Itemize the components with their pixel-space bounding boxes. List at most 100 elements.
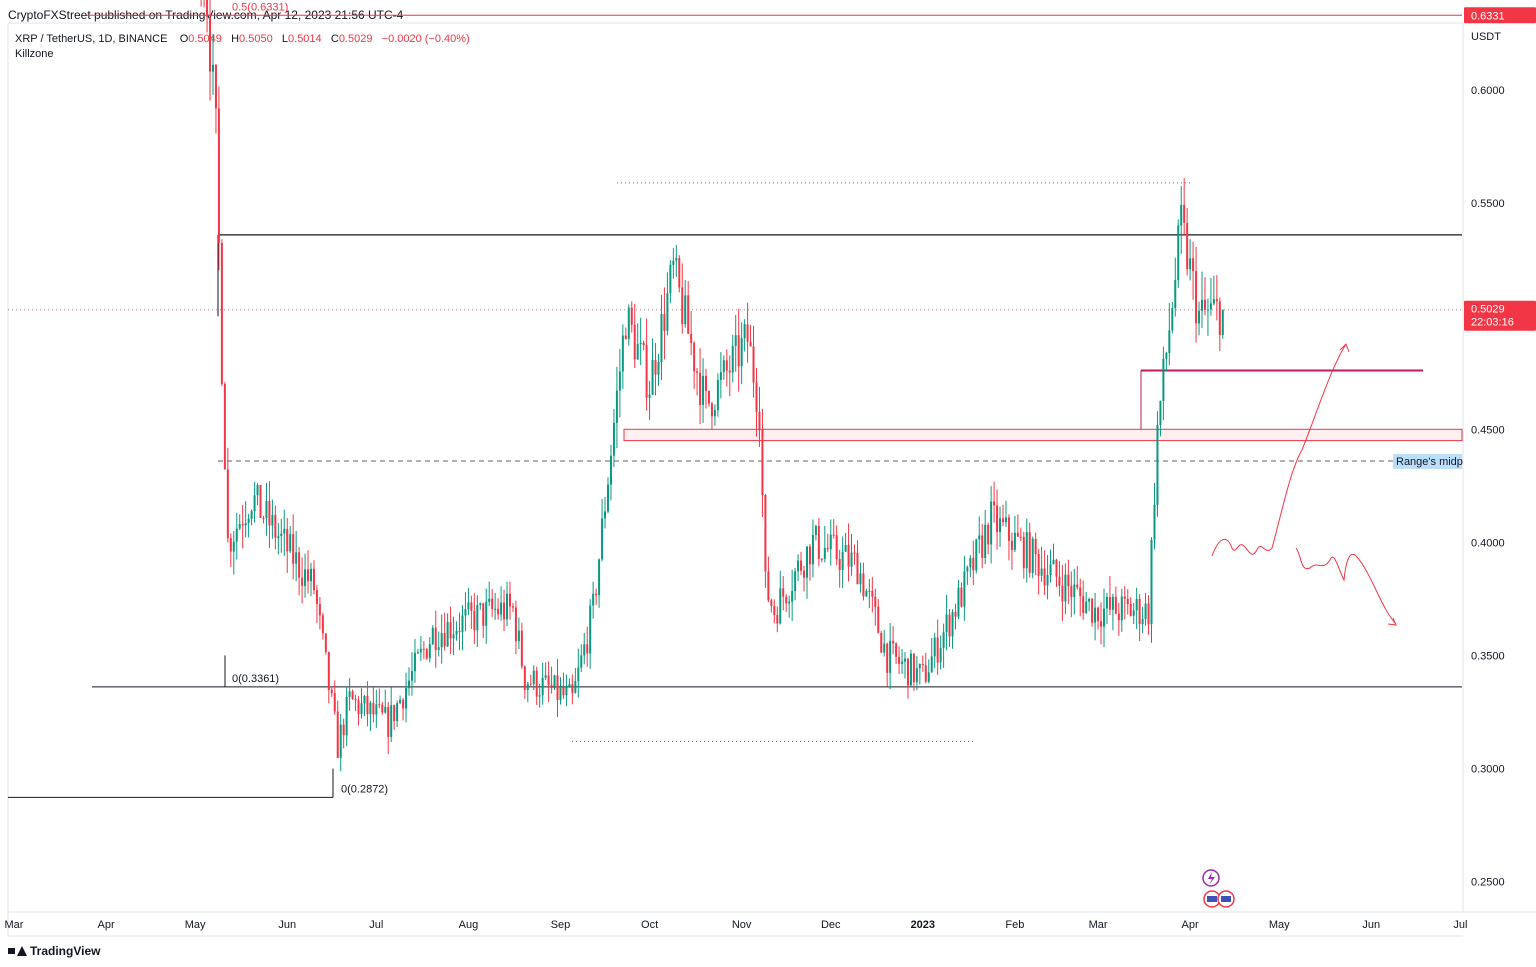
candle-body xyxy=(936,637,939,663)
candle-body xyxy=(544,675,547,678)
candle-body xyxy=(304,569,307,586)
candle-body xyxy=(731,345,734,373)
candle-body xyxy=(1049,564,1052,576)
candle-body xyxy=(702,375,705,405)
candle-body xyxy=(538,695,541,697)
candle-body xyxy=(327,651,330,690)
symbol-legend: XRP / TetherUS, 1D, BINANCE O0.5049 H0.5… xyxy=(15,33,470,45)
candle-body xyxy=(1153,504,1156,540)
candle-body xyxy=(615,390,618,423)
candle-body xyxy=(1067,574,1070,587)
candle-body xyxy=(669,264,672,294)
candle-body xyxy=(1162,358,1165,401)
candle-body xyxy=(693,342,696,372)
candle-body xyxy=(508,593,511,607)
candle-body xyxy=(737,335,740,367)
candle-body xyxy=(660,314,663,363)
candle-body xyxy=(898,656,901,664)
candle-body xyxy=(517,630,520,642)
candle-body xyxy=(1171,308,1174,331)
candle-body xyxy=(488,598,491,602)
candle-body xyxy=(592,593,595,606)
candle-body xyxy=(993,501,996,506)
candle-body xyxy=(1105,596,1108,609)
candle-body xyxy=(589,605,592,654)
candle-body xyxy=(1031,538,1034,573)
candle-body xyxy=(707,390,710,404)
candle-body xyxy=(865,590,868,597)
candle-body xyxy=(746,324,749,342)
candle-body xyxy=(1061,585,1064,602)
candle-body xyxy=(621,335,624,372)
candle-body xyxy=(1144,603,1147,619)
candle-body xyxy=(1117,613,1120,621)
candle-body xyxy=(1097,607,1100,622)
indicator-label: Killzone xyxy=(15,48,54,60)
candle-body xyxy=(520,630,523,667)
candle-body xyxy=(690,333,693,343)
candle-body xyxy=(713,410,716,417)
candle-body xyxy=(292,534,295,564)
candle-body xyxy=(892,640,895,644)
candle-body xyxy=(571,684,574,693)
bullish-projection xyxy=(1211,343,1347,557)
tradingview-logo: TradingView xyxy=(8,944,100,958)
candle-body xyxy=(547,675,550,686)
x-tick-label: Jun xyxy=(278,919,296,931)
candle-body xyxy=(1076,584,1079,588)
candle-body xyxy=(262,517,265,519)
candle-body xyxy=(405,688,408,709)
candle-body xyxy=(963,571,966,607)
candle-body xyxy=(877,606,880,633)
candle-body xyxy=(987,524,990,545)
candle-body xyxy=(895,643,898,657)
candle-body xyxy=(835,535,838,559)
ohlc-close-key: C xyxy=(330,33,339,45)
candle-body xyxy=(1215,299,1218,302)
candle-body xyxy=(458,630,461,633)
candle-body xyxy=(972,557,975,571)
candle-body xyxy=(1177,225,1180,281)
candle-body xyxy=(850,552,853,567)
candle-body xyxy=(1082,596,1085,614)
candle-body xyxy=(470,602,473,611)
candle-body xyxy=(1007,517,1010,541)
candle-body xyxy=(1168,330,1171,354)
candle-body xyxy=(981,535,984,559)
candle-body xyxy=(1073,584,1076,597)
candle-body xyxy=(1195,271,1198,324)
candle-body xyxy=(966,567,969,572)
candle-body xyxy=(1034,538,1037,554)
candle-body xyxy=(226,469,229,539)
candle-body xyxy=(390,705,393,737)
candle-body xyxy=(280,533,283,537)
ohlc-open-value: 0.5049 xyxy=(188,33,222,45)
candle-body xyxy=(503,602,506,620)
candle-body xyxy=(722,360,725,373)
candle-body xyxy=(1218,301,1221,336)
candle-body xyxy=(235,528,238,542)
x-tick-label: Jul xyxy=(1453,919,1467,931)
candle-body xyxy=(909,653,912,686)
candle-body xyxy=(206,0,209,17)
x-tick-label: Apr xyxy=(98,919,115,931)
candle-body xyxy=(479,603,482,605)
candle-body xyxy=(1150,539,1153,625)
fib-level-label: 0(0.2872) xyxy=(341,783,388,795)
candle-body xyxy=(678,258,681,288)
candle-body xyxy=(577,667,580,682)
candle-body xyxy=(511,606,514,608)
candle-body xyxy=(333,693,336,712)
candle-body xyxy=(990,501,993,545)
candle-body xyxy=(1141,618,1144,625)
candle-body xyxy=(868,590,871,592)
candle-body xyxy=(719,372,722,380)
candle-body xyxy=(482,603,485,626)
candle-body xyxy=(883,643,886,653)
candle-body xyxy=(1120,596,1123,621)
candle-body xyxy=(514,607,517,642)
candle-body xyxy=(918,664,921,669)
candle-body xyxy=(978,535,981,540)
candle-body xyxy=(342,724,345,736)
